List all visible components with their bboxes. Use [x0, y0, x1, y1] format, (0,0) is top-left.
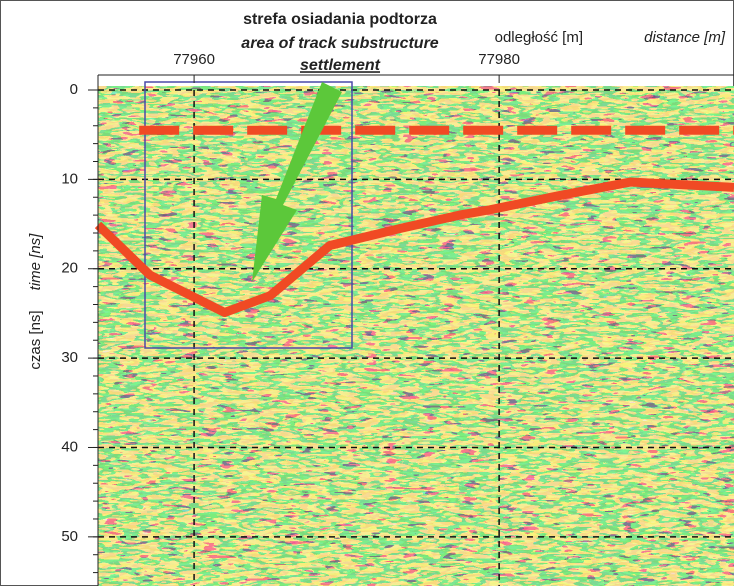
horizon-line	[94, 177, 734, 318]
annotation: settlement	[300, 57, 381, 74]
radargram-image	[98, 86, 734, 586]
x-tick-label: 77960	[173, 51, 215, 68]
x-axis-label: odległość [m]	[495, 29, 583, 46]
y-tick-label: 30	[61, 349, 78, 366]
settlement-zone-box	[144, 81, 353, 349]
y-tick-label: 40	[61, 438, 78, 455]
x-tick-label: 77980	[478, 51, 520, 68]
annotation: area of track substructure	[241, 35, 439, 52]
y-tick-label: 0	[70, 81, 78, 98]
green-arrow	[252, 82, 342, 282]
y-axis-label: time [ns]	[27, 233, 44, 291]
annotation: strefa osiadania podtorza	[243, 11, 437, 28]
y-axis-label: czas [ns]	[27, 310, 44, 369]
y-tick-label: 20	[61, 260, 78, 277]
y-tick-label: 10	[61, 170, 78, 187]
y-tick-label: 50	[61, 528, 78, 545]
x-axis-label: distance [m]	[644, 29, 726, 46]
